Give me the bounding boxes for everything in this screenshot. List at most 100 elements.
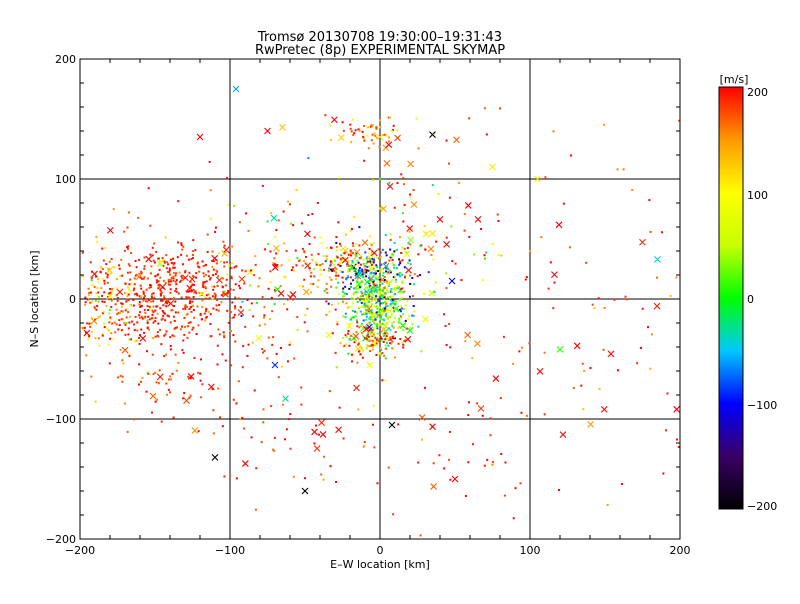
data-point: [135, 266, 138, 269]
data-point: [169, 297, 172, 300]
data-point: [403, 203, 406, 206]
data-point: [331, 332, 334, 335]
data-point-x: [392, 305, 400, 313]
data-point: [151, 293, 154, 296]
data-point: [139, 276, 142, 279]
data-point-x: [443, 240, 450, 248]
data-point: [617, 369, 620, 372]
data-point: [442, 313, 445, 316]
data-point: [412, 314, 415, 317]
data-point: [423, 292, 426, 295]
data-point: [372, 288, 375, 291]
data-point: [112, 208, 115, 211]
data-point: [358, 244, 361, 247]
data-point: [189, 321, 192, 324]
data-point: [325, 258, 328, 261]
data-point: [164, 236, 167, 239]
data-point: [650, 333, 653, 336]
data-point: [379, 207, 382, 210]
data-point: [316, 263, 319, 266]
data-point: [195, 276, 198, 279]
data-point: [399, 305, 402, 308]
data-point: [157, 287, 160, 290]
data-point: [375, 290, 378, 293]
data-point: [379, 312, 382, 315]
data-point: [399, 275, 402, 278]
data-point: [141, 317, 144, 320]
data-point: [381, 274, 384, 277]
data-point: [406, 262, 409, 265]
data-point-x: [348, 264, 356, 272]
data-point: [377, 248, 380, 251]
data-point: [381, 289, 384, 292]
data-point: [331, 269, 334, 272]
data-point: [391, 335, 394, 338]
data-point: [370, 309, 373, 312]
data-point: [407, 314, 410, 317]
data-point: [359, 263, 362, 266]
data-point: [193, 291, 196, 294]
data-point: [303, 259, 306, 262]
data-point: [159, 292, 162, 295]
data-point: [362, 258, 365, 261]
data-point: [375, 136, 378, 139]
data-point-x: [106, 292, 114, 300]
data-point: [360, 331, 363, 334]
data-point: [444, 324, 447, 327]
data-point: [367, 147, 370, 150]
data-point: [423, 225, 426, 228]
data-point: [434, 281, 437, 284]
data-point: [103, 279, 106, 282]
data-point: [390, 288, 393, 291]
data-point: [389, 256, 392, 259]
data-point: [330, 246, 333, 249]
data-point: [388, 181, 391, 184]
data-point: [383, 296, 386, 299]
data-point: [375, 265, 378, 268]
data-point: [138, 334, 141, 337]
data-point: [126, 430, 129, 433]
data-point: [496, 213, 499, 216]
data-point: [361, 299, 364, 302]
data-point: [349, 249, 352, 252]
data-point: [161, 310, 164, 313]
data-point: [348, 337, 351, 340]
data-point: [401, 273, 404, 276]
data-point: [208, 297, 211, 300]
data-point: [124, 282, 127, 285]
data-point: [366, 311, 369, 314]
data-point: [178, 271, 181, 274]
data-point: [87, 337, 90, 340]
data-point: [209, 217, 212, 220]
data-point: [375, 288, 378, 291]
data-point: [316, 285, 319, 288]
data-point: [375, 264, 378, 267]
data-point: [234, 283, 237, 286]
data-point: [341, 300, 344, 303]
data-point: [500, 452, 503, 455]
data-point-x: [587, 420, 594, 428]
data-point: [91, 300, 94, 303]
data-point: [262, 408, 265, 411]
data-point: [87, 294, 90, 297]
data-point: [512, 362, 515, 365]
data-point: [303, 278, 306, 281]
data-point: [379, 353, 382, 356]
data-point: [620, 482, 623, 485]
data-point: [381, 248, 384, 251]
data-point: [140, 271, 143, 274]
data-point-x: [381, 322, 389, 330]
data-point: [107, 292, 110, 295]
data-point: [372, 297, 375, 300]
colorbar-tick-label: −200: [747, 500, 777, 513]
data-point: [235, 402, 238, 405]
data-point: [150, 296, 153, 299]
data-point: [349, 276, 352, 279]
data-point: [404, 274, 407, 277]
data-point: [124, 333, 127, 336]
data-point: [349, 318, 352, 321]
data-point-x: [368, 331, 376, 339]
data-point: [379, 264, 382, 267]
data-point: [330, 278, 333, 281]
data-point: [241, 416, 244, 419]
